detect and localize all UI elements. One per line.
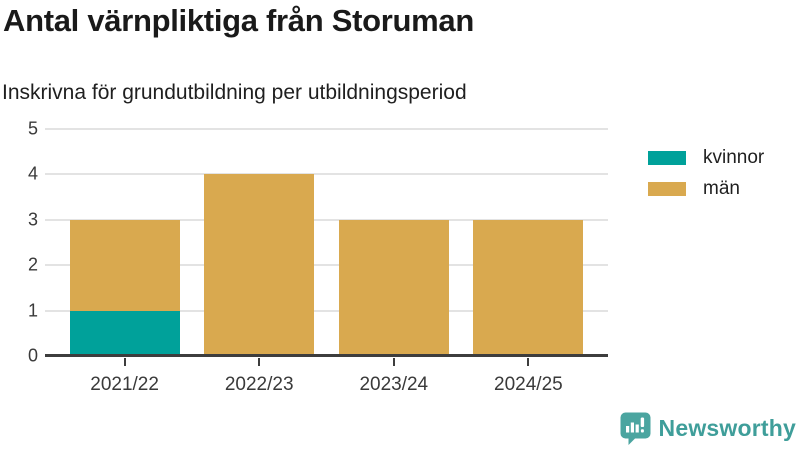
newsworthy-icon bbox=[620, 412, 651, 445]
y-tick-label: 3 bbox=[27, 209, 38, 230]
legend-label-kvinnor: kvinnor bbox=[703, 147, 765, 168]
x-tick-label: 2024/25 bbox=[494, 374, 563, 395]
gridline bbox=[45, 309, 608, 312]
y-tick-label: 0 bbox=[27, 345, 38, 366]
bar-segment-män bbox=[69, 219, 180, 311]
y-tick-label: 1 bbox=[27, 300, 38, 321]
plot-area: 2021/22 2022/23 2023/24 2024/25 bbox=[45, 128, 608, 395]
legend-swatch-män bbox=[648, 182, 686, 196]
legend: kvinnor män bbox=[648, 147, 764, 209]
bars-layer: 2021/22 2022/23 2023/24 2024/25 bbox=[45, 129, 608, 395]
x-axis-tick bbox=[123, 358, 126, 366]
newsworthy-wordmark: Newsworthy bbox=[658, 415, 796, 441]
bar-segment-kvinnor bbox=[69, 310, 180, 356]
bar-segment-män bbox=[338, 219, 449, 356]
gridlines-layer bbox=[45, 128, 608, 356]
bar-segment-män bbox=[473, 219, 584, 356]
logo-bar-3 bbox=[635, 424, 639, 433]
newsworthy-logo[interactable]: Newsworthy bbox=[620, 412, 796, 445]
gridline bbox=[45, 264, 608, 267]
bar-segment-män bbox=[204, 174, 315, 356]
bar-2024-25: 2024/25 bbox=[473, 129, 584, 395]
x-axis-tick bbox=[392, 358, 395, 366]
logo-bar-2 bbox=[630, 422, 634, 433]
chart-title: Antal värnpliktiga från Storuman bbox=[3, 3, 474, 38]
bar-2021-22: 2021/22 bbox=[69, 129, 180, 395]
gridline bbox=[45, 218, 608, 221]
legend-item-kvinnor: kvinnor bbox=[648, 147, 764, 169]
gridline bbox=[45, 173, 608, 176]
logo-exclamation-stem bbox=[640, 417, 644, 427]
bar-2023-24: 2023/24 bbox=[338, 129, 449, 395]
y-tick-label: 5 bbox=[27, 118, 38, 139]
logo-bar-1 bbox=[625, 426, 629, 433]
bar-2022-23: 2022/23 bbox=[204, 129, 315, 395]
x-axis-tick bbox=[527, 358, 530, 366]
y-tick-label: 4 bbox=[27, 163, 38, 184]
x-tick-label: 2022/23 bbox=[224, 374, 294, 395]
y-tick-label: 2 bbox=[27, 254, 38, 275]
logo-exclamation-dot bbox=[640, 429, 644, 433]
legend-swatch-kvinnor bbox=[648, 151, 686, 165]
y-axis-labels: 0 1 2 3 4 5 bbox=[0, 119, 38, 366]
chart-subtitle: Inskrivna för grundutbildning per utbild… bbox=[2, 81, 467, 104]
gridline bbox=[45, 128, 608, 130]
legend-item-män: män bbox=[648, 178, 764, 200]
x-axis-tick bbox=[258, 358, 261, 366]
logo-bubble-shape bbox=[620, 412, 651, 445]
x-tick-label: 2023/24 bbox=[359, 374, 429, 395]
x-tick-label: 2021/22 bbox=[90, 374, 159, 395]
legend-label-män: män bbox=[703, 178, 740, 199]
x-axis-line bbox=[45, 354, 608, 357]
